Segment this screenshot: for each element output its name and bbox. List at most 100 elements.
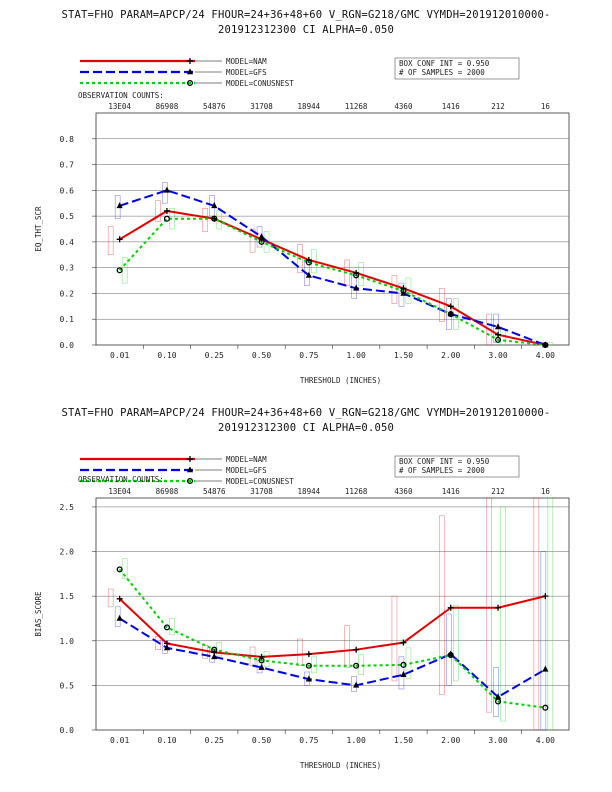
y-tick-label: 0.5 — [60, 212, 75, 221]
obs-count: 18944 — [298, 102, 321, 111]
series-point-1 — [495, 604, 502, 611]
y-tick-label: 0.3 — [60, 264, 75, 273]
x-axis-title: THRESHOLD (INCHES) — [300, 376, 381, 385]
y-tick-label: 1.0 — [60, 637, 75, 646]
series-point-2 — [163, 186, 171, 193]
series-line-2 — [119, 189, 546, 346]
obs-count: 86908 — [156, 487, 179, 496]
info-box — [394, 455, 520, 478]
x-tick-label: 0.01 — [110, 736, 129, 745]
obs-count: 11268 — [345, 487, 368, 496]
x-tick-label: 0.25 — [205, 351, 224, 360]
series-point-3 — [305, 662, 312, 669]
obs-count: 4360 — [394, 487, 413, 496]
series-point-3 — [542, 704, 549, 711]
obs-count: 54876 — [203, 487, 226, 496]
y-tick-label: 0.7 — [60, 161, 75, 170]
series-point-1 — [447, 604, 454, 611]
series-point-2 — [494, 323, 502, 330]
series-point-1 — [305, 651, 312, 658]
series-point-3 — [116, 566, 123, 573]
chart1-title-line2: 201912312300 CI ALPHA=0.050 — [217, 24, 395, 36]
conf-box — [493, 667, 499, 717]
info-conf-int: BOX CONF INT = 0.950 — [399, 59, 490, 68]
series-point-2 — [400, 671, 407, 677]
series-point-3 — [447, 311, 454, 318]
info-box — [394, 57, 520, 80]
obs-count: 212 — [491, 102, 505, 111]
chart2-title-line1: STAT=FHO PARAM=APCP/24 FHOUR=24+36+48+60… — [61, 407, 551, 419]
chart1-title-line1: STAT=FHO PARAM=APCP/24 FHOUR=24+36+48+60… — [61, 9, 551, 21]
conf-box — [391, 595, 398, 682]
y-tick-label: 0.8 — [60, 135, 75, 144]
legend-marker-1 — [187, 456, 193, 462]
y-tick-label: 0.0 — [60, 341, 75, 350]
series-point-1 — [258, 653, 265, 660]
info-samples: # OF SAMPLES = 2000 — [399, 68, 485, 77]
obs-count: 54876 — [203, 102, 226, 111]
y-axis-title: EQ_THT_SCR — [34, 206, 43, 252]
series-point-3 — [116, 267, 123, 274]
obs-count: 212 — [491, 487, 505, 496]
series-line-2 — [119, 617, 546, 699]
obs-count: 11268 — [345, 102, 368, 111]
legend-label-2: MODEL=GFS — [226, 466, 267, 475]
x-tick-label: 2.00 — [441, 351, 460, 360]
y-tick-label: 2.5 — [60, 503, 75, 512]
plot-frame — [95, 112, 570, 346]
conf-box — [486, 497, 492, 713]
x-tick-label: 3.00 — [488, 351, 507, 360]
conf-box — [486, 313, 492, 346]
y-tick-label: 0.4 — [60, 238, 75, 247]
series-point-3 — [211, 646, 218, 653]
series-point-2 — [258, 233, 265, 240]
x-tick-label: 0.50 — [252, 351, 271, 360]
conf-box — [446, 613, 452, 686]
chart2-title-line2: 201912312300 CI ALPHA=0.050 — [217, 422, 395, 434]
x-tick-label: 0.10 — [157, 736, 176, 745]
conf-box — [500, 506, 506, 722]
conf-box — [297, 638, 303, 667]
series-point-2 — [305, 675, 312, 682]
x-tick-label: 3.00 — [488, 736, 507, 745]
series-point-2 — [211, 202, 218, 209]
series-point-1 — [400, 639, 407, 646]
series-point-1 — [542, 593, 549, 600]
series-point-1 — [163, 207, 170, 214]
conf-box — [202, 208, 208, 232]
conf-box — [107, 588, 114, 608]
x-tick-label: 1.00 — [347, 351, 366, 360]
conf-box — [358, 653, 364, 675]
conf-box — [249, 228, 256, 253]
series-point-2 — [353, 284, 360, 291]
conf-box — [547, 497, 554, 731]
y-tick-label: 0.2 — [60, 289, 75, 298]
conf-box — [533, 497, 540, 731]
obs-count: 31708 — [250, 102, 273, 111]
info-conf-int: BOX CONF INT = 0.950 — [399, 457, 490, 466]
y-tick-label: 2.0 — [60, 548, 75, 557]
conf-box — [453, 604, 459, 682]
legend-marker-2 — [186, 466, 194, 473]
conf-box — [169, 618, 175, 635]
x-tick-label: 0.10 — [157, 351, 176, 360]
y-tick-label: 0.6 — [60, 186, 75, 195]
series-point-3 — [447, 651, 454, 659]
conf-box — [155, 200, 161, 222]
conf-box — [500, 329, 506, 346]
series-point-3 — [258, 657, 265, 664]
obs-counts-label: OBSERVATION COUNTS: — [78, 475, 164, 484]
series-point-1 — [447, 303, 454, 310]
legend-label-3: MODEL=CONUSNEST — [226, 477, 294, 486]
legend-label-1: MODEL=NAM — [226, 57, 267, 66]
series-point-3 — [400, 661, 407, 668]
legend-label-1: MODEL=NAM — [226, 455, 267, 464]
y-tick-label: 0.1 — [60, 315, 75, 324]
series-point-2 — [542, 665, 549, 672]
conf-box — [107, 226, 114, 256]
series-point-1 — [495, 331, 502, 338]
y-tick-label: 0.0 — [60, 726, 75, 735]
series-point-1 — [353, 646, 360, 653]
series-point-3 — [305, 259, 312, 266]
chart2-svg: MODEL=NAM MODEL=GFS MODEL=CONUSNEST BOX CON… — [34, 455, 570, 770]
